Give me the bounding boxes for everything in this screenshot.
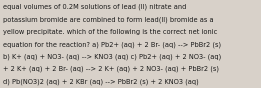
Text: d) Pb(NO3)2 (aq) + 2 KBr (aq) --> PbBr2 (s) + 2 KNO3 (aq): d) Pb(NO3)2 (aq) + 2 KBr (aq) --> PbBr2 … [3, 78, 199, 85]
Text: potassium bromide are combined to form lead(II) bromide as a: potassium bromide are combined to form l… [3, 16, 214, 23]
Text: + 2 K+ (aq) + 2 Br- (aq) --> 2 K+ (aq) + 2 NO3- (aq) + PbBr2 (s): + 2 K+ (aq) + 2 Br- (aq) --> 2 K+ (aq) +… [3, 66, 219, 73]
Text: yellow precipitate. which of the following is the correct net ionic: yellow precipitate. which of the followi… [3, 29, 217, 34]
Text: equation for the reaction? a) Pb2+ (aq) + 2 Br- (aq) --> PbBr2 (s): equation for the reaction? a) Pb2+ (aq) … [3, 41, 221, 48]
Text: b) K+ (aq) + NO3- (aq) --> KNO3 (aq) c) Pb2+ (aq) + 2 NO3- (aq): b) K+ (aq) + NO3- (aq) --> KNO3 (aq) c) … [3, 54, 221, 60]
Text: equal volumes of 0.2M solutions of lead (II) nitrate and: equal volumes of 0.2M solutions of lead … [3, 4, 187, 10]
